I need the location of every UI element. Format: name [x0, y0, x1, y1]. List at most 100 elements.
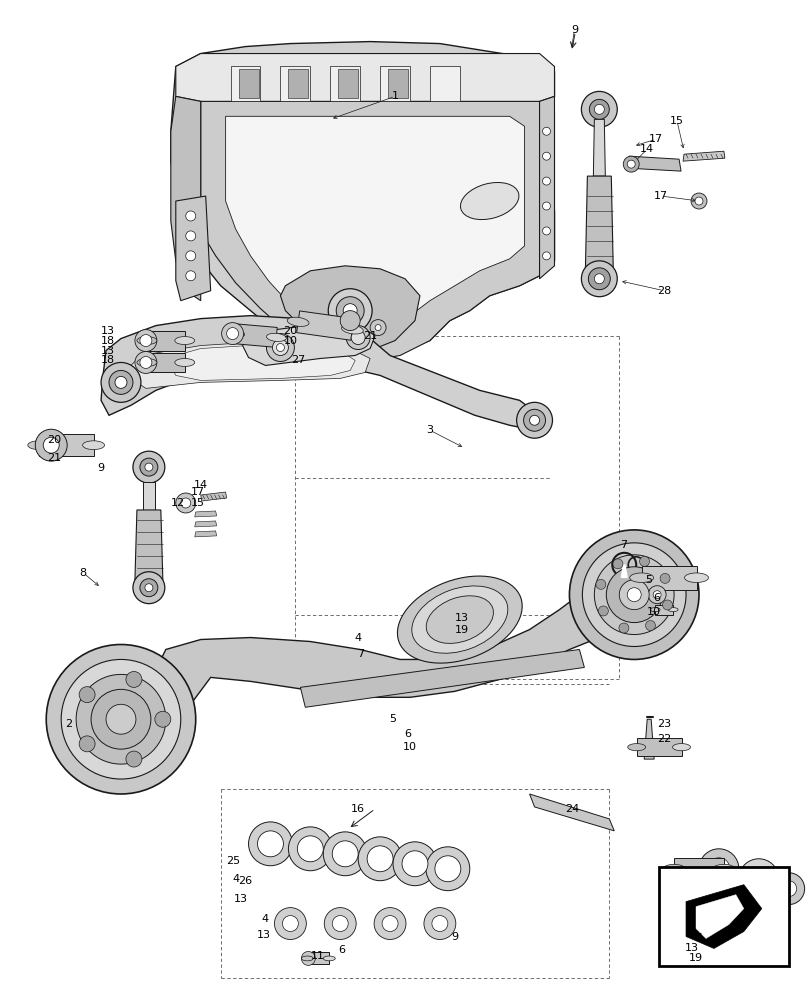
Circle shape	[707, 858, 729, 880]
Circle shape	[76, 674, 165, 764]
Circle shape	[79, 687, 95, 703]
Text: 13: 13	[234, 894, 247, 904]
Circle shape	[139, 335, 152, 347]
Circle shape	[340, 311, 360, 331]
Text: 10: 10	[283, 336, 297, 346]
Circle shape	[542, 202, 550, 210]
Circle shape	[126, 751, 142, 767]
Circle shape	[523, 409, 545, 431]
Circle shape	[272, 340, 288, 355]
Circle shape	[581, 543, 685, 646]
Circle shape	[297, 836, 323, 862]
Circle shape	[328, 289, 371, 333]
Circle shape	[747, 868, 769, 890]
Text: 11: 11	[311, 951, 325, 961]
Circle shape	[248, 822, 292, 866]
Circle shape	[639, 556, 649, 566]
Polygon shape	[242, 323, 375, 365]
Bar	[659, 867, 787, 966]
Polygon shape	[641, 566, 696, 590]
Circle shape	[382, 916, 397, 932]
Ellipse shape	[684, 573, 707, 583]
Circle shape	[266, 334, 294, 361]
Circle shape	[618, 623, 628, 633]
Circle shape	[645, 621, 654, 631]
Circle shape	[126, 671, 142, 687]
Text: 13: 13	[256, 930, 270, 940]
Polygon shape	[225, 116, 524, 336]
Polygon shape	[296, 311, 354, 340]
Polygon shape	[147, 353, 185, 372]
Circle shape	[101, 362, 141, 402]
Polygon shape	[585, 176, 612, 271]
Circle shape	[626, 588, 641, 602]
Circle shape	[91, 689, 151, 749]
Circle shape	[345, 326, 370, 350]
Polygon shape	[175, 54, 554, 101]
Circle shape	[738, 859, 778, 899]
Text: 7: 7	[619, 540, 626, 550]
Text: 6: 6	[404, 729, 411, 739]
Circle shape	[358, 837, 401, 881]
Text: 20: 20	[47, 435, 61, 445]
Text: 21: 21	[47, 453, 61, 463]
Text: 3: 3	[426, 425, 433, 435]
Circle shape	[288, 827, 332, 871]
Polygon shape	[330, 66, 360, 101]
Circle shape	[135, 330, 157, 352]
Text: 12: 12	[170, 498, 185, 508]
Ellipse shape	[83, 441, 105, 450]
Text: 4: 4	[694, 933, 702, 943]
Circle shape	[274, 908, 306, 939]
Polygon shape	[230, 66, 260, 101]
Ellipse shape	[397, 576, 521, 663]
Text: 9: 9	[451, 932, 458, 942]
Circle shape	[626, 160, 634, 168]
Circle shape	[186, 271, 195, 281]
Ellipse shape	[225, 330, 244, 338]
Text: 5: 5	[389, 714, 396, 724]
Circle shape	[594, 555, 673, 635]
Text: 9: 9	[570, 25, 577, 35]
Polygon shape	[338, 69, 358, 98]
Circle shape	[186, 251, 195, 261]
Text: 2: 2	[66, 719, 73, 729]
Ellipse shape	[627, 744, 645, 751]
Ellipse shape	[174, 358, 195, 366]
Polygon shape	[195, 531, 217, 537]
Polygon shape	[388, 69, 407, 98]
Text: 23: 23	[656, 719, 671, 729]
Polygon shape	[170, 42, 554, 360]
Circle shape	[336, 297, 363, 325]
Circle shape	[426, 847, 470, 891]
Circle shape	[133, 572, 165, 604]
Ellipse shape	[323, 956, 335, 961]
Circle shape	[186, 231, 195, 241]
Text: 7: 7	[356, 649, 363, 659]
Circle shape	[133, 451, 165, 483]
Text: 20: 20	[283, 326, 297, 336]
Polygon shape	[695, 895, 743, 938]
Text: 14: 14	[193, 480, 208, 490]
Text: 6: 6	[653, 593, 660, 603]
Polygon shape	[280, 266, 419, 351]
Polygon shape	[626, 156, 680, 171]
Circle shape	[374, 908, 406, 939]
Circle shape	[375, 325, 380, 331]
Polygon shape	[682, 151, 724, 161]
Text: 13: 13	[101, 346, 115, 356]
Circle shape	[581, 261, 616, 297]
Polygon shape	[643, 719, 654, 759]
Polygon shape	[234, 324, 277, 347]
Text: 17: 17	[648, 134, 663, 144]
Text: 18: 18	[101, 336, 115, 346]
Ellipse shape	[411, 586, 507, 653]
Ellipse shape	[663, 864, 684, 873]
Circle shape	[431, 916, 448, 932]
Polygon shape	[685, 885, 761, 948]
Text: 13: 13	[454, 613, 468, 623]
Text: 4: 4	[262, 914, 268, 924]
Polygon shape	[175, 196, 210, 301]
Circle shape	[46, 645, 195, 794]
Circle shape	[186, 211, 195, 221]
